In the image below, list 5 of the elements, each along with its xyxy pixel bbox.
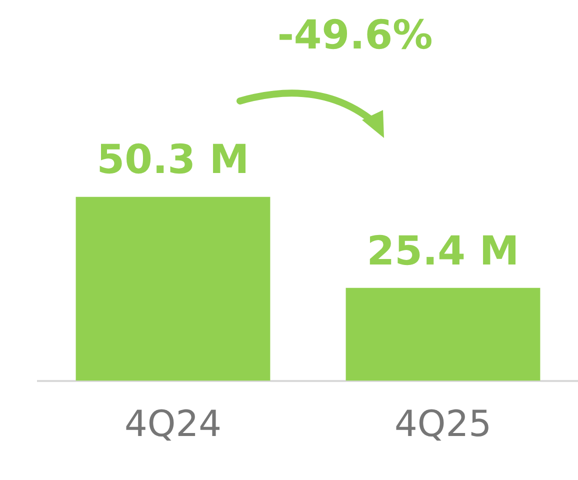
data-label: 25.4 M: [366, 228, 520, 274]
x-tick-label: 4Q24: [124, 404, 222, 445]
x-tick-label: 4Q25: [394, 404, 492, 445]
data-label: 50.3 M: [96, 137, 250, 184]
text: -49.6%: [277, 12, 433, 58]
